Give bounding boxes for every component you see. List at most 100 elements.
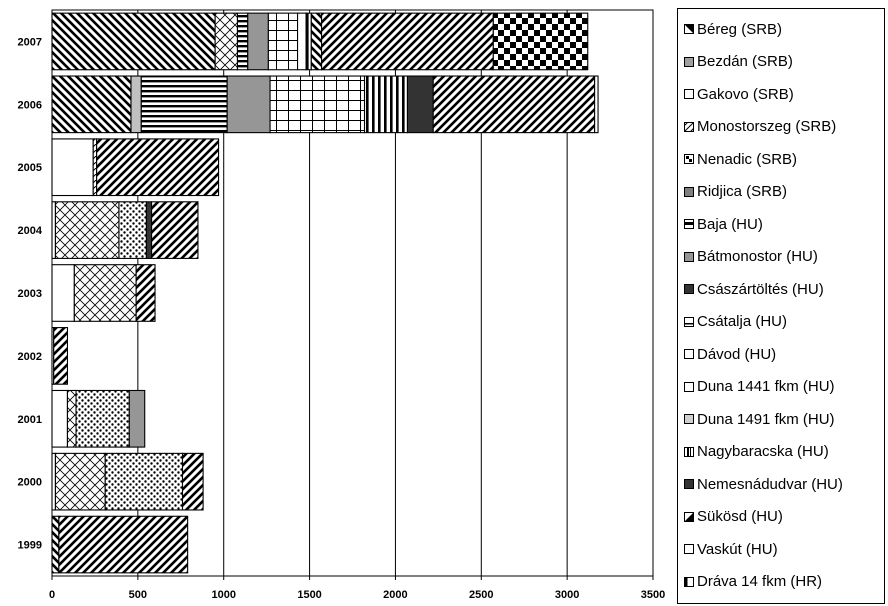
- bar-segment: [310, 12, 323, 71]
- y-tick-label: 2002: [18, 351, 42, 363]
- legend-swatch-icon: [684, 544, 694, 554]
- legend-item: Monostorszeg (SRB): [684, 118, 836, 136]
- legend-swatch-icon: [684, 121, 694, 132]
- legend-item: Bezdán (SRB): [684, 53, 793, 71]
- legend-label: Nagybaracska (HU): [697, 443, 829, 460]
- legend-label: Sükösd (HU): [697, 508, 783, 525]
- y-tick-label: 1999: [18, 540, 42, 552]
- x-tick-label: 2500: [469, 589, 493, 601]
- bar-segment: [363, 75, 408, 134]
- bar-segment: [321, 12, 494, 71]
- bar-segment: [269, 75, 366, 134]
- legend-label: Bezdán (SRB): [697, 53, 793, 70]
- legend-label: Dávod (HU): [697, 345, 777, 363]
- y-tick-label: 2006: [18, 99, 42, 111]
- y-tick-label: 2005: [18, 162, 42, 174]
- legend-swatch-icon: [684, 576, 694, 587]
- bar-segment: [54, 452, 106, 511]
- y-tick-label: 2000: [18, 477, 42, 489]
- bar-segment: [406, 75, 434, 134]
- bar-segment: [594, 75, 599, 134]
- legend-item: Duna 1441 fkm (HU): [684, 378, 835, 396]
- legend-item: Gakovo (SRB): [684, 85, 794, 103]
- x-tick-label: 3000: [555, 589, 579, 601]
- legend-item: Nenadic (SRB): [684, 150, 797, 168]
- bar-segment: [118, 201, 147, 259]
- bar-segment: [58, 515, 189, 574]
- y-tick-label: 2007: [18, 36, 42, 48]
- legend-item: Dávod (HU): [684, 345, 776, 363]
- legend-swatch-icon: [684, 414, 694, 424]
- legend-swatch-icon: [684, 56, 694, 67]
- legend-label: Vaskút (HU): [697, 540, 778, 558]
- legend-item: Dráva 14 fkm (HR): [684, 573, 822, 591]
- x-tick-label: 3500: [641, 589, 665, 601]
- legend-item: Bátmonostor (HU): [684, 248, 818, 266]
- bar-segment: [53, 327, 69, 385]
- x-tick-label: 2000: [383, 589, 407, 601]
- bar-segment: [51, 75, 132, 134]
- bar-segment: [247, 12, 269, 71]
- legend-label: Duna 1491 fkm (HU): [697, 410, 835, 428]
- legend-item: Csátalja (HU): [684, 313, 787, 331]
- legend-item: Nemesnádudvar (HU): [684, 475, 843, 493]
- x-tick-label: 1000: [211, 589, 235, 601]
- bar-segment: [297, 12, 307, 71]
- bar-segment: [54, 201, 120, 259]
- bar-segment: [135, 264, 156, 322]
- bar-segment: [51, 515, 60, 574]
- legend-swatch-icon: [684, 479, 694, 489]
- bar-segment: [51, 138, 94, 197]
- bar-segment: [305, 12, 312, 71]
- bar-chart: 2007 2006 2005 2004 2003 2002 2001 2000 1999 0 500…: [18, 9, 665, 601]
- x-tick-label: 1500: [297, 589, 321, 601]
- bar-segment: [492, 12, 589, 71]
- legend-label: Ridjica (SRB): [697, 183, 788, 200]
- legend-swatch-icon: [684, 511, 694, 522]
- legend-swatch-icon: [684, 284, 694, 294]
- legend-swatch-icon: [684, 251, 694, 262]
- y-tick-label: 2004: [18, 225, 43, 237]
- bar-segment: [145, 201, 153, 259]
- bar-segment: [75, 389, 130, 448]
- legend-swatch-icon: [684, 24, 694, 34]
- legend-label: Gakovo (SRB): [697, 85, 794, 103]
- bar-segment: [128, 389, 146, 448]
- y-tick-label: 2001: [18, 414, 42, 426]
- legend-item: Vaskút (HU): [684, 540, 778, 558]
- legend-label: Baja (HU): [697, 215, 763, 233]
- legend-item: Ridjica (SRB): [684, 183, 787, 201]
- legend-swatch-icon: [684, 381, 694, 392]
- x-tick-label: 500: [129, 589, 147, 601]
- chart-legend: Béreg (SRB) Bezdán (SRB) Gakovo (SRB) Monos…: [677, 8, 885, 604]
- legend-label: Nemesnádudvar (HU): [697, 475, 843, 493]
- bar-segment: [226, 75, 271, 134]
- legend-swatch-icon: [684, 89, 694, 99]
- x-tick-label: 0: [49, 589, 55, 601]
- legend-label: Császártöltés (HU): [697, 280, 824, 298]
- legend-label: Dráva 14 fkm (HR): [697, 573, 823, 590]
- legend-swatch-icon: [684, 154, 694, 164]
- legend-swatch-icon: [684, 316, 694, 327]
- bar-segment: [130, 75, 142, 134]
- bar-segment: [51, 264, 75, 322]
- legend-label: Bátmonostor (HU): [697, 248, 818, 265]
- legend-swatch-icon: [684, 446, 694, 457]
- legend-item: Császártöltés (HU): [684, 280, 824, 298]
- legend-label: Duna 1441 fkm (HU): [697, 378, 835, 395]
- bar-segment: [51, 389, 69, 448]
- legend-swatch-icon: [684, 349, 694, 359]
- legend-label: Monostorszeg (SRB): [697, 118, 837, 135]
- legend-label: Csátalja (HU): [697, 313, 788, 330]
- bar-segment: [96, 138, 220, 197]
- bar-segment: [214, 12, 239, 71]
- legend-label: Nenadic (SRB): [697, 150, 798, 168]
- bar-segment: [432, 75, 596, 134]
- bar-segment: [267, 12, 299, 71]
- bar-segment: [104, 452, 184, 511]
- legend-label: Béreg (SRB): [697, 20, 783, 38]
- bar-segment: [151, 201, 199, 259]
- bar-segment: [140, 75, 228, 134]
- legend-item: Baja (HU): [684, 215, 763, 233]
- legend-item: Nagybaracska (HU): [684, 443, 829, 461]
